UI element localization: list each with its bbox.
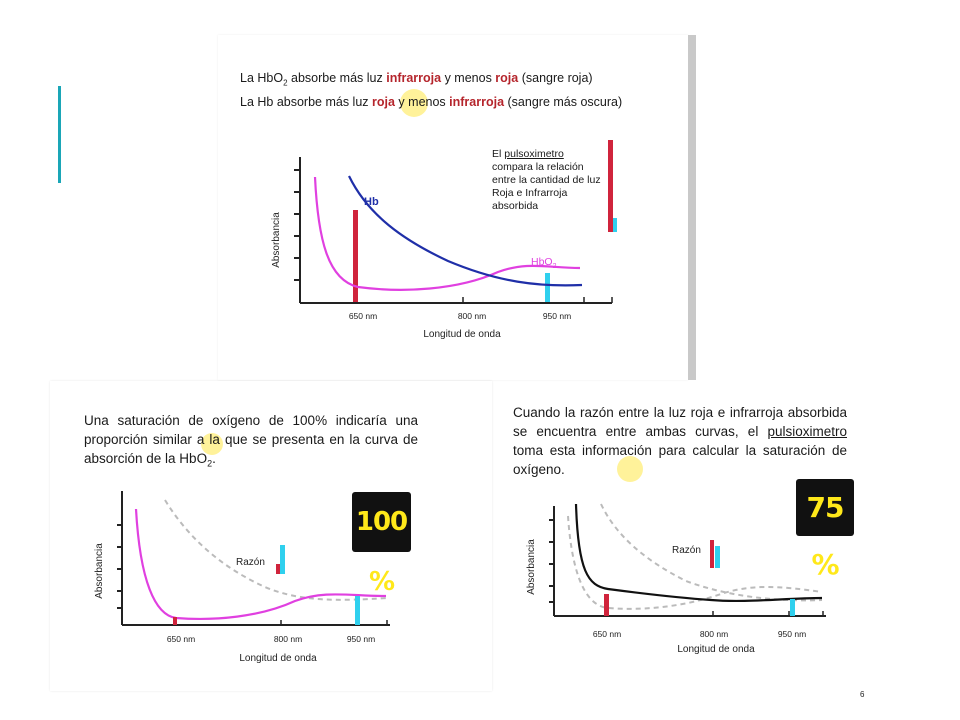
ratio-ir-bar <box>280 545 285 574</box>
y-axis-label: Absorbancia <box>271 212 282 268</box>
y-axis-label: Absorbancia <box>526 539 537 595</box>
x-axis-label: Longitud de onda <box>423 329 501 340</box>
hb-statement: La Hb absorbe más luz roja y menos infra… <box>240 95 623 109</box>
ir-950-bar <box>545 273 550 302</box>
cursor-highlight <box>400 89 428 117</box>
cursor-highlight <box>201 433 223 455</box>
pulsoximeter-note: El pulsoximetro compara la relación entr… <box>492 148 601 212</box>
cursor-highlight <box>617 456 643 482</box>
x-axis-label: Longitud de onda <box>677 644 755 655</box>
y-ticks <box>117 524 122 609</box>
hbo2-reference-curve <box>567 515 823 610</box>
ratio-ir-bar <box>715 546 720 568</box>
saturation-75-badge: 75 % <box>796 479 854 581</box>
ratio-red-bar <box>710 540 714 568</box>
saturation-75-text: Cuando la razón entre la luz roja e infr… <box>513 405 847 477</box>
right-panel: Cuando la razón entre la luz roja e infr… <box>496 386 880 676</box>
top-panel: La HbO2 absorbe más luz infrarroja y men… <box>218 35 696 380</box>
left-panel: Una saturación de oxígeno de 100% indica… <box>50 381 492 691</box>
x-axis-label: Longitud de onda <box>239 653 317 664</box>
measured-curve <box>574 503 823 603</box>
tick-650-label: 650 nm <box>593 629 621 639</box>
red-650-bar <box>353 210 358 302</box>
left-absorbance-chart: Razón Absorbancia Longitud de onda 650 n… <box>94 491 390 664</box>
legend-red-bar <box>608 140 613 232</box>
hbo2-statement: La HbO2 absorbe más luz infrarroja y men… <box>240 71 593 88</box>
hb-curve <box>348 175 583 287</box>
slide-accent-bar <box>58 86 61 183</box>
hb-reference-curve <box>164 499 388 601</box>
tick-650-label: 650 nm <box>167 634 195 644</box>
ratio-label: Razón <box>672 545 701 556</box>
tick-800-label: 800 nm <box>274 634 302 644</box>
ratio-label: Razón <box>236 557 265 568</box>
page-number: 6 <box>860 690 865 699</box>
saturation-100-badge: 100 % <box>352 492 411 597</box>
tick-800-label: 800 nm <box>700 629 728 639</box>
y-axis-label: Absorbancia <box>94 543 105 599</box>
right-absorbance-chart: Razón Absorbancia Longitud de onda 650 n… <box>526 503 826 655</box>
hbo2-curve <box>313 176 581 291</box>
ir-950-bar <box>790 599 795 616</box>
tick-800-label: 800 nm <box>458 311 486 321</box>
red-650-bar <box>604 594 609 616</box>
ratio-red-bar <box>276 564 280 574</box>
legend-ir-bar <box>613 218 617 232</box>
hb-curve-label: Hb <box>364 196 379 208</box>
tick-950-label: 950 nm <box>543 311 571 321</box>
panel-edge <box>688 35 696 380</box>
hbo2-curve-label: HbO2 <box>531 256 557 270</box>
y-ticks <box>294 169 300 281</box>
top-absorbance-chart: Hb HbO2 Absorbancia Longitud de onda 650… <box>271 140 617 340</box>
red-650-bar <box>173 617 177 625</box>
saturation-100-text: Una saturación de oxígeno de 100% indica… <box>84 413 418 469</box>
tick-650-label: 650 nm <box>349 311 377 321</box>
tick-950-label: 950 nm <box>778 629 806 639</box>
tick-950-label: 950 nm <box>347 634 375 644</box>
hbo2-curve <box>134 508 387 620</box>
ir-950-bar <box>355 596 360 625</box>
y-ticks <box>549 519 554 603</box>
